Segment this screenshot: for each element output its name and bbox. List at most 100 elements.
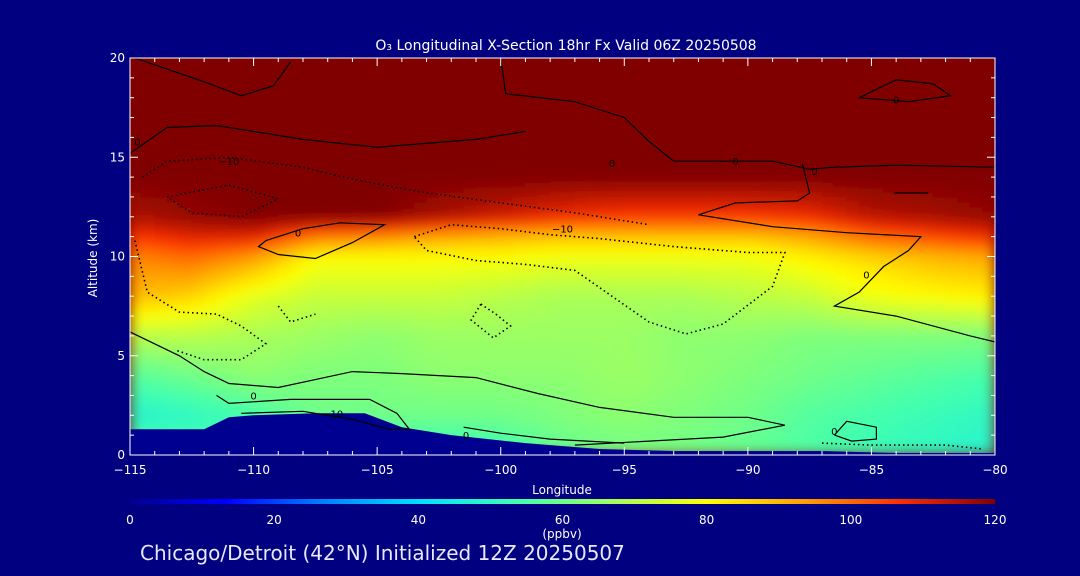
- field-cell: [265, 350, 279, 357]
- field-cell: [870, 251, 885, 257]
- field-cell: [821, 360, 835, 367]
- field-cell: [784, 77, 798, 84]
- field-cell: [697, 444, 712, 451]
- field-cell: [475, 295, 489, 302]
- field-cell: [265, 62, 279, 69]
- field-cell: [524, 320, 539, 327]
- field-cell: [821, 107, 835, 114]
- field-cell: [858, 122, 872, 128]
- field-cell: [475, 385, 489, 391]
- field-cell: [796, 305, 811, 312]
- field-cell: [710, 310, 724, 317]
- field-cell: [697, 335, 712, 342]
- field-cell: [784, 345, 798, 352]
- field-cell: [574, 285, 588, 292]
- field-cell: [290, 117, 304, 124]
- field-cell: [290, 112, 304, 119]
- field-cell: [191, 221, 205, 228]
- field-cell: [883, 231, 897, 238]
- field-cell: [413, 370, 428, 377]
- field-cell: [351, 385, 366, 391]
- field-cell: [735, 280, 749, 287]
- field-cell: [660, 251, 675, 257]
- field-cell: [463, 206, 477, 213]
- field-cell: [846, 280, 860, 287]
- field-cell: [450, 102, 465, 109]
- field-cell: [216, 72, 230, 79]
- field-cell: [426, 231, 440, 238]
- field-cell: [809, 256, 823, 262]
- field-cell: [290, 122, 304, 128]
- field-cell: [240, 156, 255, 163]
- field-cell: [710, 251, 724, 257]
- field-cell: [302, 260, 316, 267]
- field-cell: [327, 325, 341, 332]
- field-cell: [302, 280, 316, 287]
- field-cell: [747, 330, 761, 337]
- field-cell: [228, 186, 242, 193]
- field-cell: [302, 102, 316, 109]
- field-cell: [537, 102, 551, 109]
- field-cell: [809, 92, 823, 99]
- field-cell: [870, 117, 885, 124]
- field-cell: [339, 141, 353, 148]
- field-cell: [710, 166, 724, 173]
- field-cell: [500, 186, 514, 193]
- field-cell: [438, 414, 452, 421]
- field-cell: [562, 58, 576, 64]
- field-cell: [796, 72, 811, 79]
- field-cell: [660, 429, 675, 436]
- field-cell: [290, 409, 304, 416]
- field-cell: [339, 246, 353, 253]
- field-cell: [240, 67, 255, 74]
- field-cell: [178, 58, 193, 64]
- field-cell: [722, 419, 736, 426]
- field-cell: [710, 117, 724, 124]
- field-cell: [216, 270, 230, 277]
- field-cell: [759, 156, 774, 163]
- field-cell: [130, 275, 143, 282]
- field-cell: [586, 191, 601, 198]
- field-cell: [450, 141, 465, 148]
- field-cell: [809, 72, 823, 79]
- field-cell: [883, 270, 897, 277]
- field-cell: [178, 330, 193, 337]
- field-cell: [364, 97, 378, 104]
- field-cell: [821, 246, 835, 253]
- field-cell: [599, 97, 613, 104]
- field-cell: [858, 305, 872, 312]
- field-cell: [611, 136, 625, 143]
- field-cell: [203, 216, 217, 223]
- field-cell: [240, 221, 255, 228]
- field-cell: [574, 251, 588, 257]
- field-cell: [290, 156, 304, 163]
- field-cell: [685, 196, 699, 203]
- field-cell: [166, 146, 180, 153]
- field-cell: [796, 385, 811, 391]
- field-cell: [648, 409, 662, 416]
- field-cell: [784, 176, 798, 183]
- field-cell: [648, 419, 662, 426]
- field-cell: [216, 389, 230, 396]
- field-cell: [203, 370, 217, 377]
- field-cell: [883, 216, 897, 223]
- field-cell: [524, 360, 539, 367]
- field-cell: [883, 161, 897, 168]
- field-cell: [759, 380, 774, 387]
- field-cell: [401, 265, 415, 272]
- field-cell: [302, 107, 316, 114]
- field-cell: [784, 256, 798, 262]
- field-cell: [562, 117, 576, 124]
- field-cell: [314, 409, 329, 416]
- field-cell: [870, 365, 885, 372]
- field-cell: [648, 256, 662, 262]
- field-cell: [290, 325, 304, 332]
- field-cell: [450, 206, 465, 213]
- field-cell: [512, 126, 526, 133]
- field-cell: [697, 176, 712, 183]
- field-cell: [722, 92, 736, 99]
- field-cell: [772, 389, 786, 396]
- field-cell: [290, 92, 304, 99]
- field-cell: [426, 82, 440, 89]
- field-cell: [265, 126, 279, 133]
